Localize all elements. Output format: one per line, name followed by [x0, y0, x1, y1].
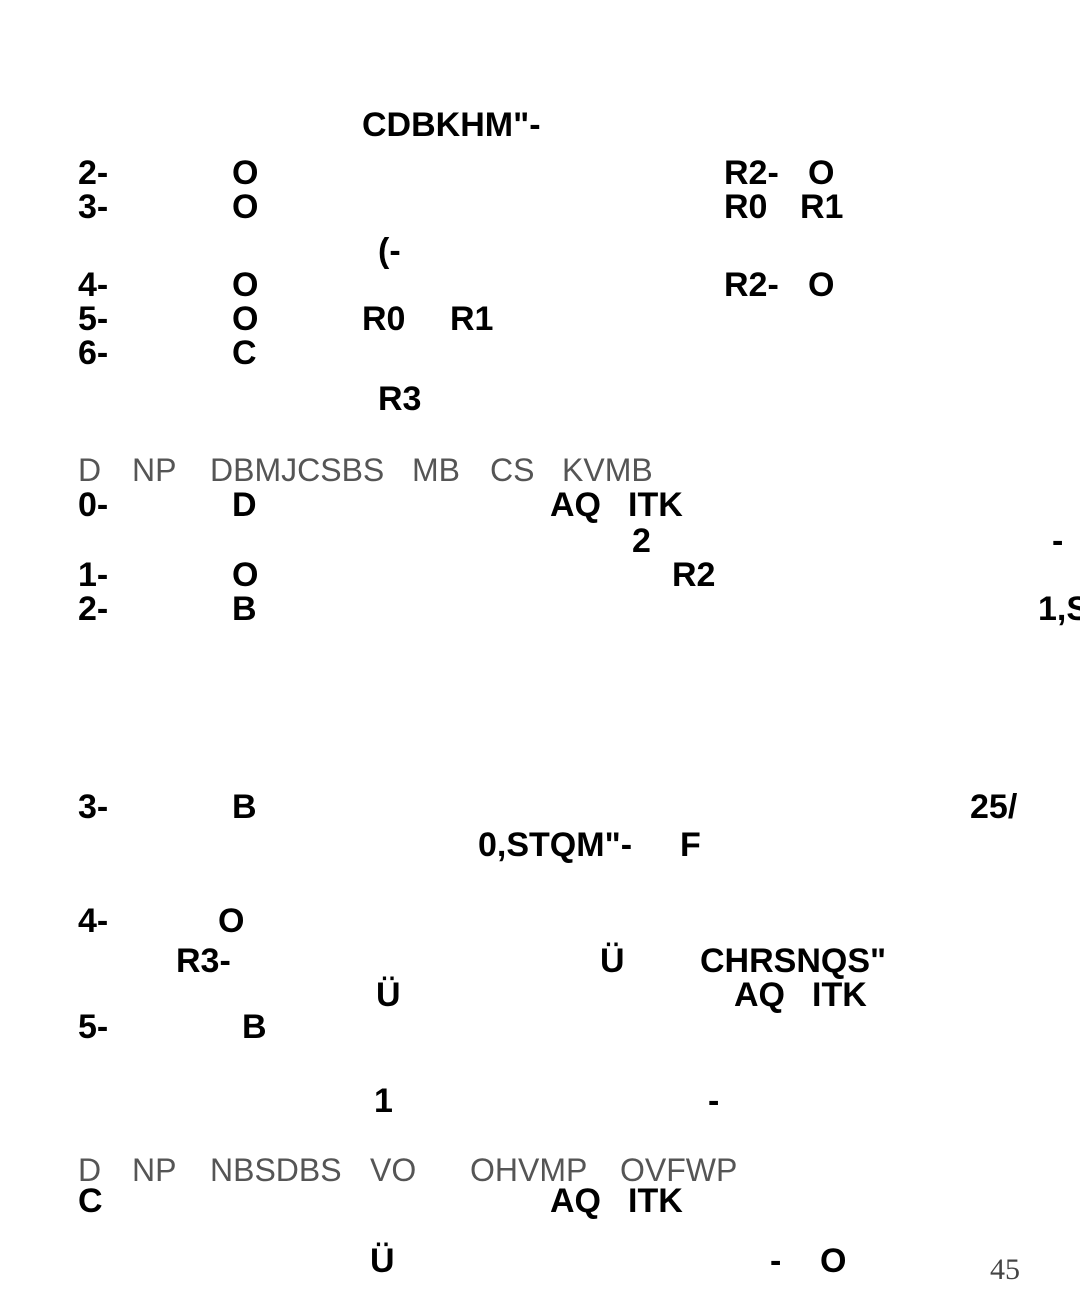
text-fragment: - — [770, 1244, 781, 1278]
text-fragment: 2- — [78, 156, 108, 190]
text-fragment: 6- — [78, 336, 108, 370]
text-fragment: R1 — [800, 190, 843, 224]
text-fragment: R3 — [378, 382, 421, 416]
text-fragment: 5- — [78, 1010, 108, 1044]
text-fragment: O — [232, 190, 258, 224]
text-fragment: Ü — [370, 1244, 395, 1278]
text-fragment: NP — [132, 1154, 176, 1186]
text-fragment: C — [78, 1184, 103, 1218]
text-fragment: AQ — [550, 488, 601, 522]
text-fragment: VO — [370, 1154, 416, 1186]
text-fragment: DBMJCSBS — [210, 454, 384, 486]
text-fragment: 3- — [78, 190, 108, 224]
text-fragment: NP — [132, 454, 176, 486]
text-fragment: 2 — [632, 524, 651, 558]
text-fragment: 3- — [78, 790, 108, 824]
text-fragment: AQ — [550, 1184, 601, 1218]
text-fragment: 4- — [78, 904, 108, 938]
text-fragment: O — [808, 268, 834, 302]
text-fragment: 0,STQM"- — [478, 828, 632, 862]
text-fragment: D — [78, 454, 101, 486]
text-fragment: R2 — [672, 558, 715, 592]
document-page: CDBKHM"-2-OR2-O3-OR0R1(-4-OR2-O5-OR0R16-… — [0, 0, 1080, 1312]
text-fragment: O — [232, 302, 258, 336]
text-fragment: CS — [490, 454, 534, 486]
text-fragment: ITK — [812, 978, 867, 1012]
text-fragment: NBSDBS — [210, 1154, 342, 1186]
text-fragment: R1 — [450, 302, 493, 336]
text-fragment: ITK — [628, 488, 683, 522]
text-fragment: D — [232, 488, 257, 522]
text-fragment: 2- — [78, 592, 108, 626]
text-fragment: O — [808, 156, 834, 190]
page-number: 45 — [990, 1255, 1020, 1285]
text-fragment: 1- — [78, 558, 108, 592]
text-fragment: F — [680, 828, 701, 862]
text-fragment: Ü — [376, 978, 401, 1012]
text-fragment: CHRSNQS" — [700, 944, 886, 978]
text-fragment: 4- — [78, 268, 108, 302]
text-fragment: (- — [378, 234, 401, 268]
text-fragment: 0- — [78, 488, 108, 522]
text-fragment: R0 — [362, 302, 405, 336]
text-fragment: B — [232, 790, 257, 824]
text-fragment: 1 — [374, 1084, 393, 1118]
text-fragment: Ü — [600, 944, 625, 978]
text-fragment: KVMB — [562, 454, 653, 486]
text-fragment: O — [232, 268, 258, 302]
text-fragment: R3- — [176, 944, 231, 978]
text-fragment: R2- — [724, 268, 779, 302]
text-fragment: - — [708, 1084, 719, 1118]
text-fragment: 5- — [78, 302, 108, 336]
text-fragment: O — [820, 1244, 846, 1278]
text-fragment: R2- — [724, 156, 779, 190]
text-fragment: B — [242, 1010, 267, 1044]
text-fragment: O — [218, 904, 244, 938]
text-fragment: CDBKHM"- — [362, 108, 541, 142]
text-fragment: 25/ — [970, 790, 1017, 824]
text-fragment: AQ — [734, 978, 785, 1012]
text-fragment: ITK — [628, 1184, 683, 1218]
text-fragment: 1,S — [1038, 592, 1080, 626]
text-fragment: - — [1052, 524, 1063, 558]
text-fragment: B — [232, 592, 257, 626]
text-fragment: C — [232, 336, 257, 370]
text-fragment: R0 — [724, 190, 767, 224]
text-fragment: O — [232, 156, 258, 190]
text-fragment: MB — [412, 454, 460, 486]
text-fragment: O — [232, 558, 258, 592]
